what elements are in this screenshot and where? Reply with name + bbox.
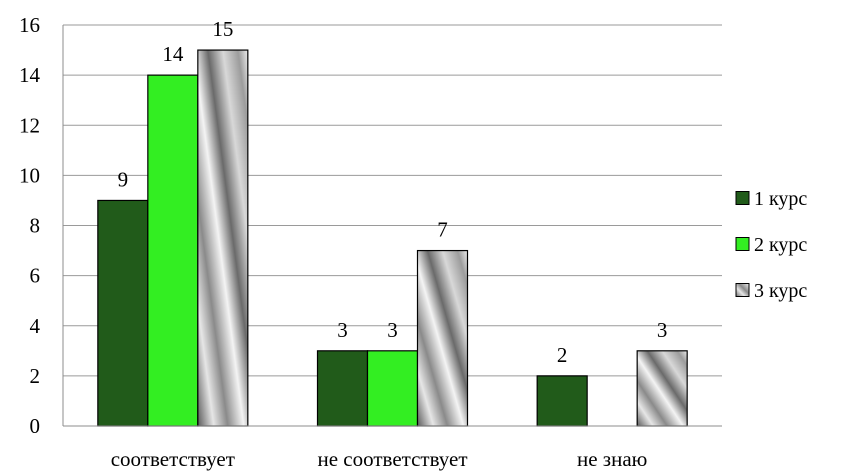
data-label: 3 [337, 318, 348, 342]
bar-1-курс-1 [316, 350, 369, 427]
x-category-label: не знаю [577, 447, 647, 471]
legend-label: 2 курс [754, 234, 807, 256]
legend-label: 1 курс [754, 188, 807, 210]
labels: 0 2 4 6 8 10 12 14 16 соответствует 9 14 15 не соотве… [19, 13, 667, 471]
bar-2-курс-0 [147, 74, 199, 427]
x-category-label: не соответствует [318, 447, 468, 471]
legend: 1 курс 2 курс 3 курс [735, 188, 807, 302]
data-label: 3 [657, 318, 668, 342]
y-tick-label: 16 [19, 13, 40, 37]
y-tick-label: 4 [30, 314, 41, 338]
bars [97, 49, 688, 427]
y-tick-label: 2 [30, 364, 41, 388]
bar-3-курс-2 [636, 350, 688, 427]
data-label: 15 [212, 17, 233, 41]
y-tick-label: 14 [19, 63, 41, 87]
bar-3-курс-0 [197, 49, 249, 427]
y-tick-label: 8 [30, 214, 41, 238]
legend-label: 3 курс [754, 280, 807, 302]
data-label: 7 [437, 218, 448, 242]
bar-2-курс-1 [366, 350, 419, 427]
y-tick-label: 0 [30, 414, 41, 438]
y-tick-label: 6 [30, 264, 41, 288]
bar-3-курс-1 [416, 249, 469, 427]
bar-1-курс-2 [536, 375, 588, 427]
data-label: 2 [557, 343, 568, 367]
bar-1-курс-0 [97, 199, 149, 427]
legend-swatch-2-курс [735, 237, 750, 251]
legend-swatch-3-курс [735, 283, 750, 297]
data-label: 9 [118, 167, 129, 191]
y-tick-label: 12 [19, 113, 40, 137]
x-category-label: соответствует [111, 447, 235, 471]
data-label: 14 [162, 42, 184, 66]
legend-swatch-1-курс [735, 191, 750, 205]
data-label: 3 [387, 318, 398, 342]
axes [62, 25, 722, 427]
y-tick-label: 10 [19, 163, 40, 187]
